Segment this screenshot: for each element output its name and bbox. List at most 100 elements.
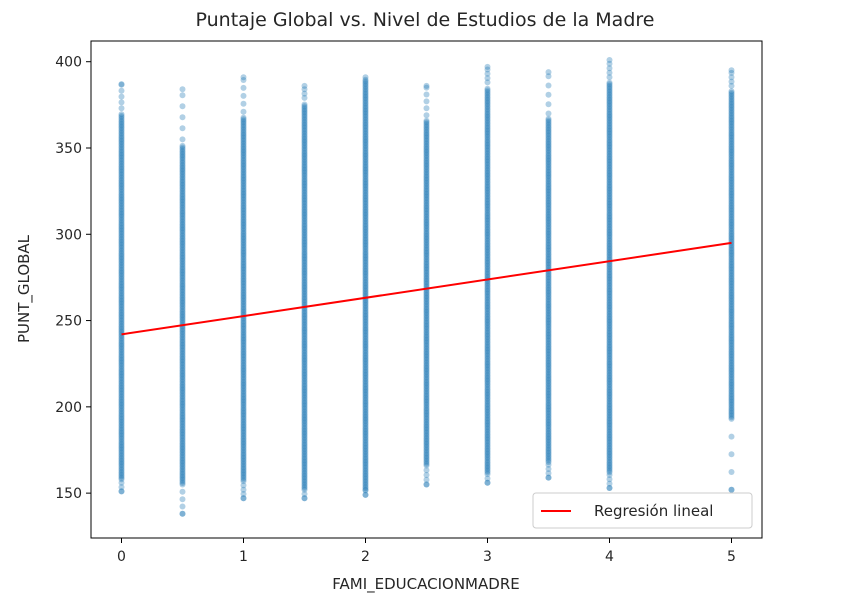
y-tick-label: 400 (55, 55, 82, 71)
scatter-point (423, 352, 430, 359)
scatter-point (728, 316, 735, 323)
scatter-point (606, 245, 613, 252)
scatter-point (484, 267, 491, 274)
scatter-point (362, 446, 369, 453)
scatter-point (606, 352, 613, 359)
scatter-point (606, 286, 613, 293)
scatter-point (240, 377, 247, 384)
scatter-point (240, 243, 247, 250)
scatter-point (118, 390, 125, 397)
scatter-point (423, 412, 430, 419)
scatter-point (484, 391, 491, 398)
scatter-point (423, 265, 430, 272)
scatter-point (118, 185, 125, 192)
scatter-point (301, 118, 308, 125)
scatter-point (484, 380, 491, 387)
scatter-point (301, 483, 308, 490)
scatter-point (545, 359, 552, 366)
scatter-point (240, 419, 247, 425)
scatter-point (423, 147, 430, 154)
scatter-point (728, 339, 735, 346)
scatter-point (423, 419, 430, 425)
scatter-point (606, 189, 613, 196)
scatter-point (118, 335, 125, 341)
scatter-point (606, 99, 613, 106)
scatter-point (362, 208, 369, 215)
scatter-point (362, 101, 369, 108)
scatter-point (423, 346, 430, 352)
scatter-point (301, 121, 308, 128)
scatter-point (728, 401, 735, 408)
scatter-point (118, 151, 125, 158)
scatter-point (240, 456, 247, 463)
scatter-point (362, 210, 369, 217)
scatter-point (301, 166, 308, 173)
scatter-point (240, 436, 247, 443)
scatter-point (118, 252, 125, 259)
scatter-point (301, 277, 308, 283)
scatter-point (301, 320, 308, 327)
scatter-point (179, 205, 186, 211)
scatter-point (118, 290, 125, 296)
scatter-point (362, 182, 369, 189)
scatter-point (362, 250, 369, 257)
scatter-point (728, 78, 735, 85)
scatter-point (545, 221, 552, 228)
scatter-point (606, 321, 613, 328)
scatter-point (301, 300, 308, 307)
scatter-point (423, 178, 430, 185)
scatter-point (362, 95, 369, 102)
scatter-point (118, 213, 125, 220)
scatter-point (118, 257, 125, 264)
scatter-point (606, 396, 613, 403)
scatter-point (240, 238, 247, 245)
scatter-point (301, 222, 308, 229)
scatter-point (606, 165, 613, 171)
scatter-point (606, 354, 613, 361)
scatter-point (728, 310, 735, 317)
scatter-point (362, 113, 369, 120)
scatter-point (118, 321, 125, 327)
scatter-point (240, 350, 247, 357)
scatter-point (484, 408, 491, 415)
scatter-point (118, 353, 125, 360)
scatter-point (606, 309, 613, 316)
scatter-point (484, 225, 491, 232)
scatter-point (118, 474, 125, 481)
scatter-point (606, 295, 613, 302)
scatter-point (179, 178, 186, 185)
scatter-point (545, 407, 552, 414)
scatter-point (423, 448, 430, 455)
scatter-point (301, 249, 308, 256)
scatter-point (301, 475, 308, 482)
scatter-point (423, 451, 430, 458)
scatter-point (484, 163, 491, 170)
scatter-point (484, 413, 491, 420)
scatter-point (118, 428, 125, 435)
scatter-point (362, 460, 369, 467)
scatter-point (240, 155, 247, 161)
scatter-point (301, 151, 308, 158)
scatter-point (301, 360, 308, 367)
scatter-point (545, 446, 552, 453)
scatter-point (606, 188, 613, 195)
scatter-point (362, 357, 369, 364)
scatter-point (484, 376, 491, 383)
scatter-point (423, 136, 430, 143)
scatter-point (118, 406, 125, 413)
scatter-point (118, 435, 125, 442)
scatter-point (118, 157, 125, 164)
scatter-point (240, 293, 247, 300)
scatter-point (362, 376, 369, 383)
scatter-point (240, 431, 247, 438)
scatter-point (301, 455, 308, 462)
scatter-point (484, 479, 491, 486)
scatter-point (484, 200, 491, 207)
scatter-point (118, 234, 125, 240)
scatter-point (240, 405, 247, 412)
scatter-point (545, 235, 552, 242)
scatter-point (423, 361, 430, 368)
scatter-point (362, 186, 369, 193)
scatter-point (240, 412, 247, 419)
scatter-point (606, 312, 613, 319)
